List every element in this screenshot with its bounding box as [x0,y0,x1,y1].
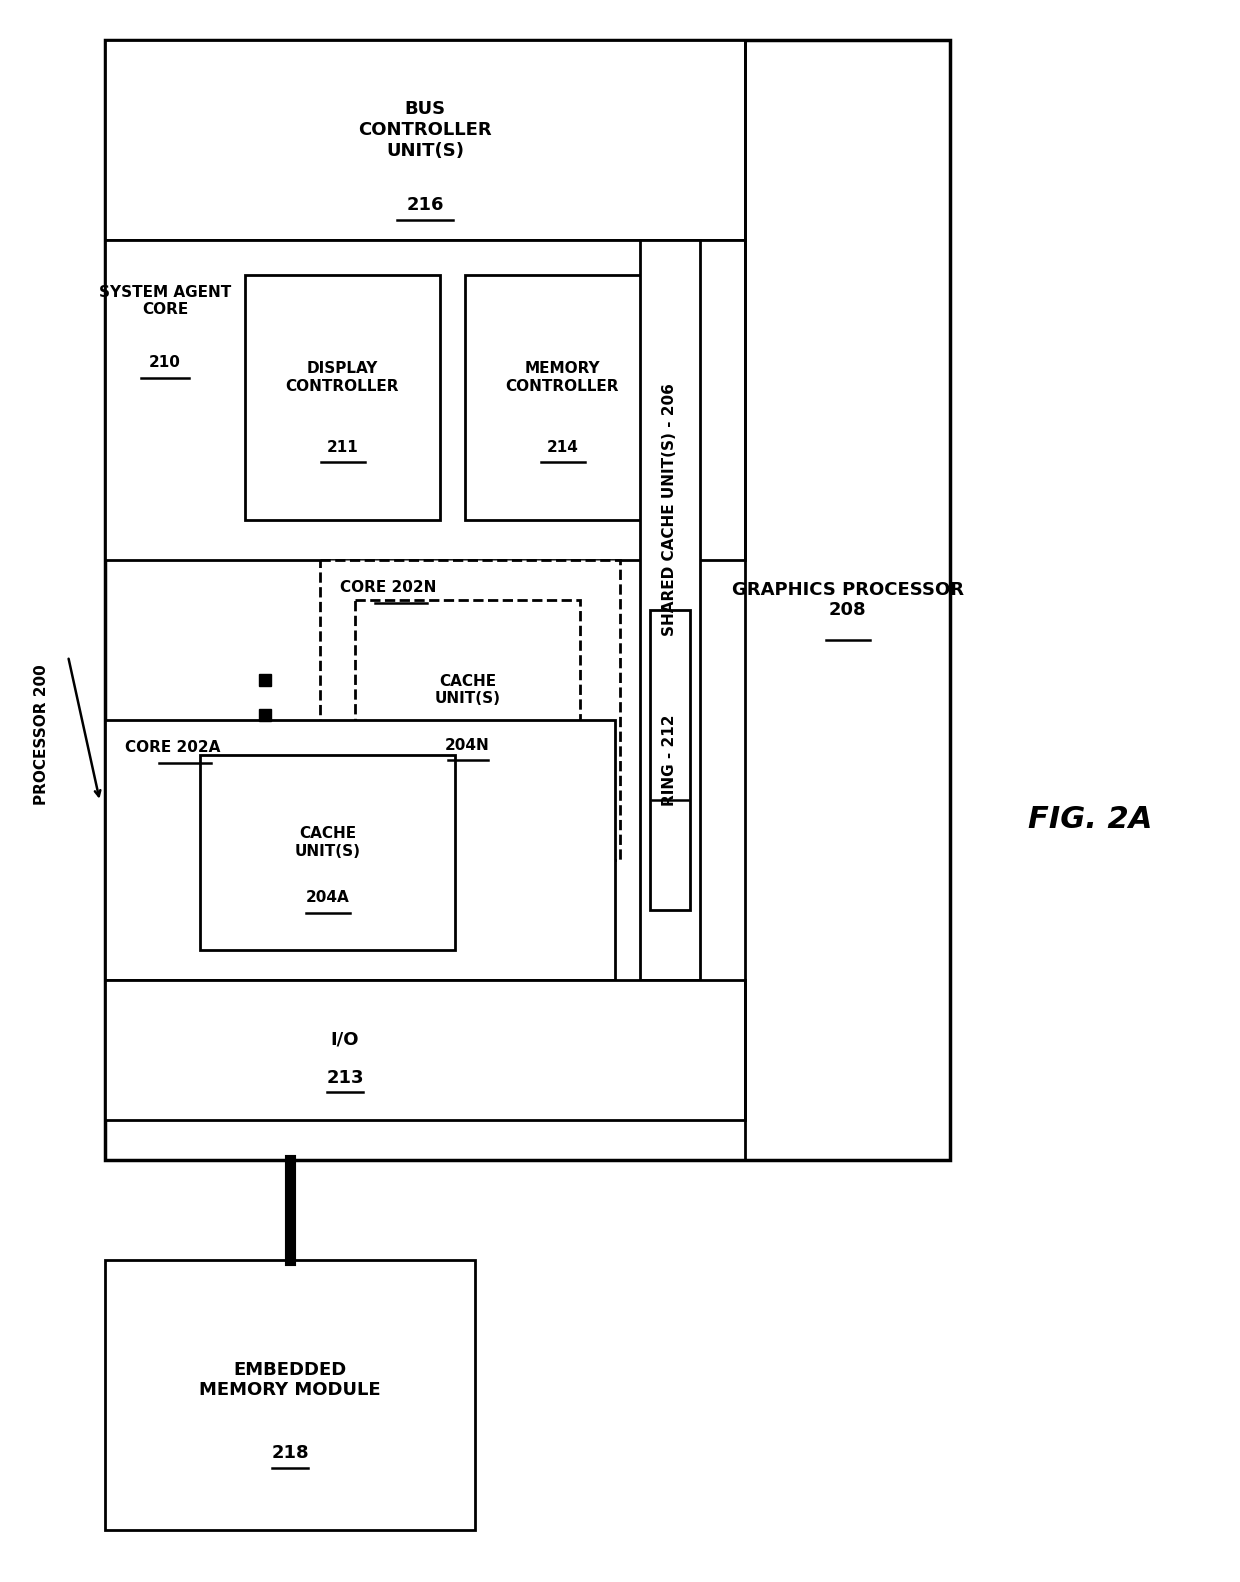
Bar [105,40,950,1160]
Text: CACHE
UNIT(S): CACHE UNIT(S) [295,826,361,859]
Text: BUS
CONTROLLER
UNIT(S): BUS CONTROLLER UNIT(S) [358,100,492,160]
Text: CORE 202A: CORE 202A [125,740,221,756]
Text: MEMORY
CONTROLLER: MEMORY CONTROLLER [506,361,619,394]
Bar [200,755,455,951]
Bar [246,275,440,520]
Text: 204N: 204N [445,737,490,753]
Text: CORE 202N: CORE 202N [340,581,436,595]
Text: CACHE
UNIT(S): CACHE UNIT(S) [434,674,501,706]
Text: 214: 214 [547,440,578,456]
Bar [105,40,745,240]
Text: EMBEDDED
MEMORY MODULE: EMBEDDED MEMORY MODULE [200,1361,381,1400]
Text: I/O: I/O [331,1031,360,1049]
Text: PROCESSOR 200: PROCESSOR 200 [35,664,50,805]
Text: DISPLAY
CONTROLLER: DISPLAY CONTROLLER [285,361,399,394]
Bar [355,600,580,800]
Bar [650,611,689,910]
Text: SYSTEM AGENT
CORE: SYSTEM AGENT CORE [99,285,231,318]
Bar [640,240,701,979]
Bar [465,275,660,520]
Text: RING - 212: RING - 212 [662,713,677,805]
Bar [105,979,745,1120]
Text: GRAPHICS PROCESSOR
208: GRAPHICS PROCESSOR 208 [732,581,963,620]
Text: 204A: 204A [305,891,350,905]
Text: 213: 213 [326,1069,363,1087]
Text: 218: 218 [272,1444,309,1462]
Text: 210: 210 [149,354,181,370]
Bar [105,240,745,560]
Bar [105,720,615,979]
Text: 216: 216 [407,196,444,214]
Bar [320,560,620,861]
Text: FIG. 2A: FIG. 2A [1028,805,1152,834]
Text: SHARED CACHE UNIT(S) - 206: SHARED CACHE UNIT(S) - 206 [662,383,677,636]
Text: 211: 211 [326,440,358,456]
Bar [105,1259,475,1530]
